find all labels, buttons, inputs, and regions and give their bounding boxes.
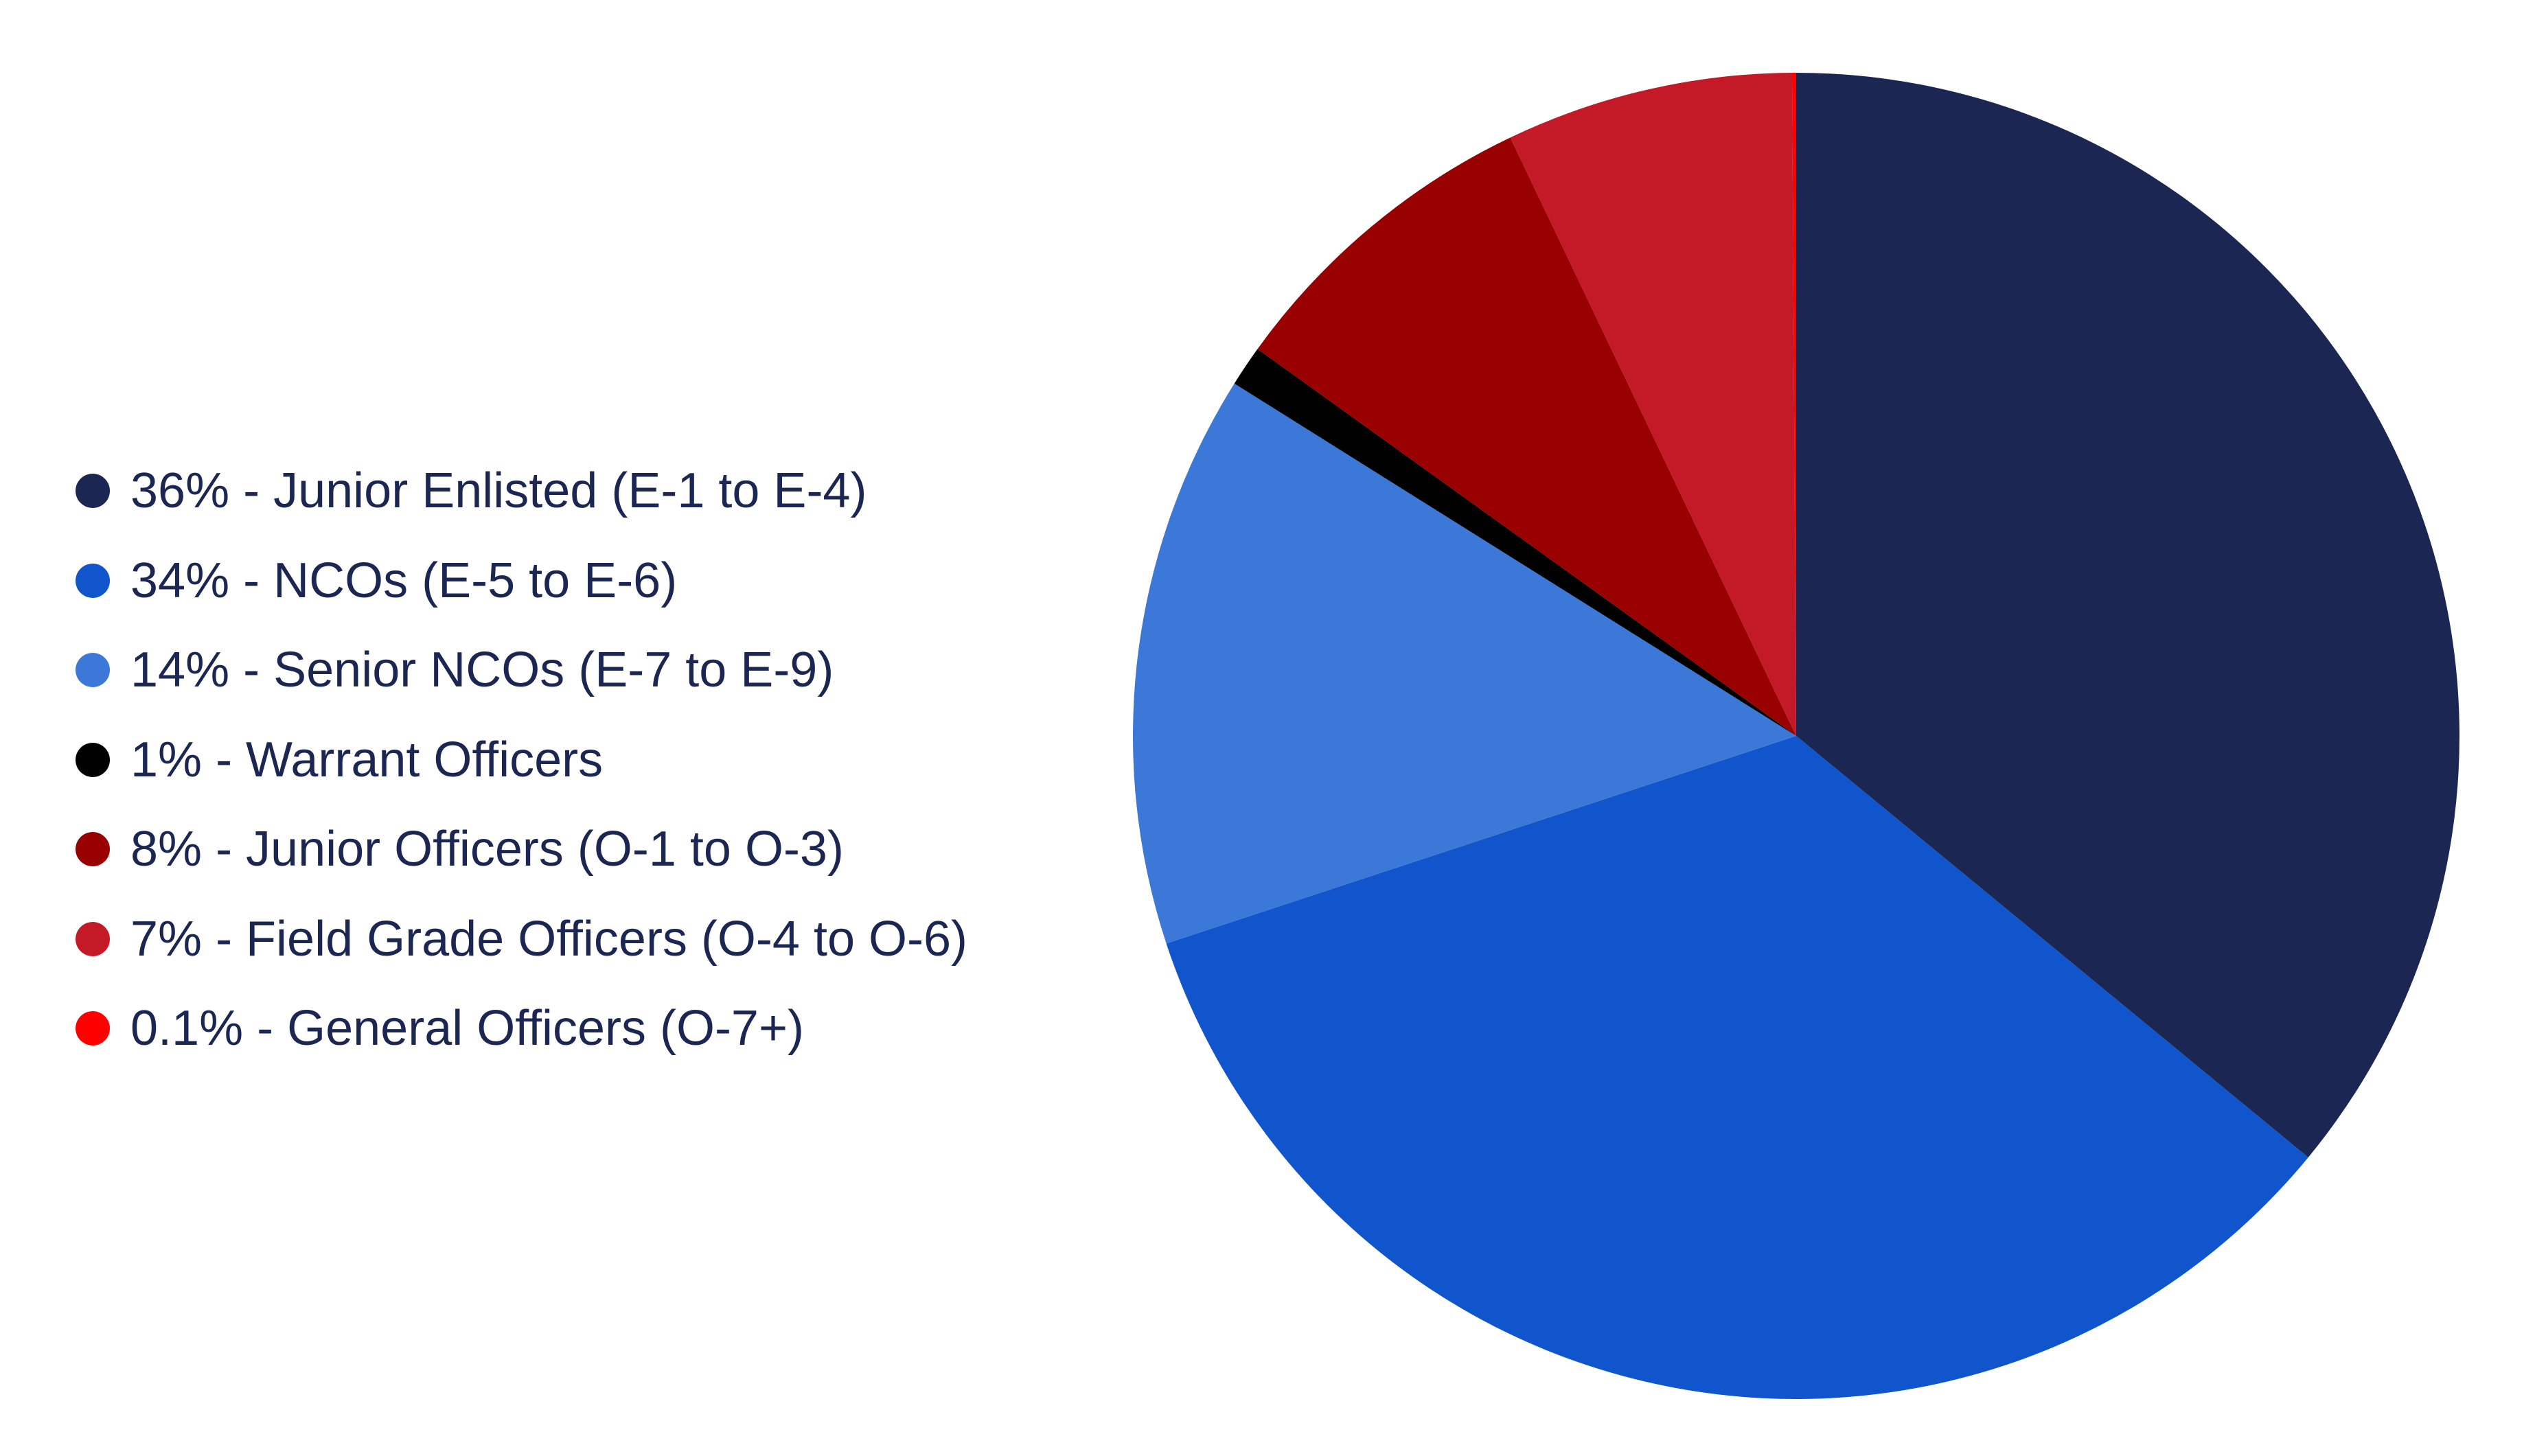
pie-slice-field-grade-officers: [1510, 73, 1796, 736]
legend-label: 1% - Warrant Officers: [130, 732, 604, 787]
legend-label: 8% - Junior Officers (O-1 to O-3): [130, 822, 844, 877]
legend-label: 14% - Senior NCOs (E-7 to E-9): [130, 643, 834, 698]
pie-slice-junior-enlisted: [1796, 73, 2460, 1158]
legend-swatch: [76, 563, 110, 598]
legend-swatch: [76, 921, 110, 956]
legend-item-ncos: 34% - NCOs (E-5 to E-6): [76, 536, 967, 626]
legend-swatch: [76, 474, 110, 509]
legend-label: 7% - Field Grade Officers (O-4 to O-6): [130, 911, 968, 967]
legend-swatch: [76, 832, 110, 867]
pie-slice-warrant-officers: [1234, 349, 1796, 736]
legend-swatch: [76, 1011, 110, 1046]
legend-swatch: [76, 653, 110, 688]
pie-slice-general-officers: [1791, 73, 1796, 736]
pie-slice-junior-officers: [1257, 137, 1796, 737]
chart-legend: 36% - Junior Enlisted (E-1 to E-4) 34% -…: [76, 446, 967, 1074]
pie-slice-ncos: [1166, 736, 2308, 1400]
legend-item-warrant-officers: 1% - Warrant Officers: [76, 715, 967, 805]
legend-item-senior-ncos: 14% - Senior NCOs (E-7 to E-9): [76, 625, 967, 715]
legend-item-general-officers: 0.1% - General Officers (O-7+): [76, 984, 967, 1074]
legend-label: 0.1% - General Officers (O-7+): [130, 1001, 804, 1056]
pie-slice-senior-ncos: [1133, 383, 1796, 944]
legend-label: 36% - Junior Enlisted (E-1 to E-4): [130, 463, 867, 519]
legend-item-junior-enlisted: 36% - Junior Enlisted (E-1 to E-4): [76, 446, 967, 536]
legend-label: 34% - NCOs (E-5 to E-6): [130, 553, 678, 608]
legend-item-field-grade-officers: 7% - Field Grade Officers (O-4 to O-6): [76, 894, 967, 984]
legend-item-junior-officers: 8% - Junior Officers (O-1 to O-3): [76, 805, 967, 894]
legend-swatch: [76, 742, 110, 777]
